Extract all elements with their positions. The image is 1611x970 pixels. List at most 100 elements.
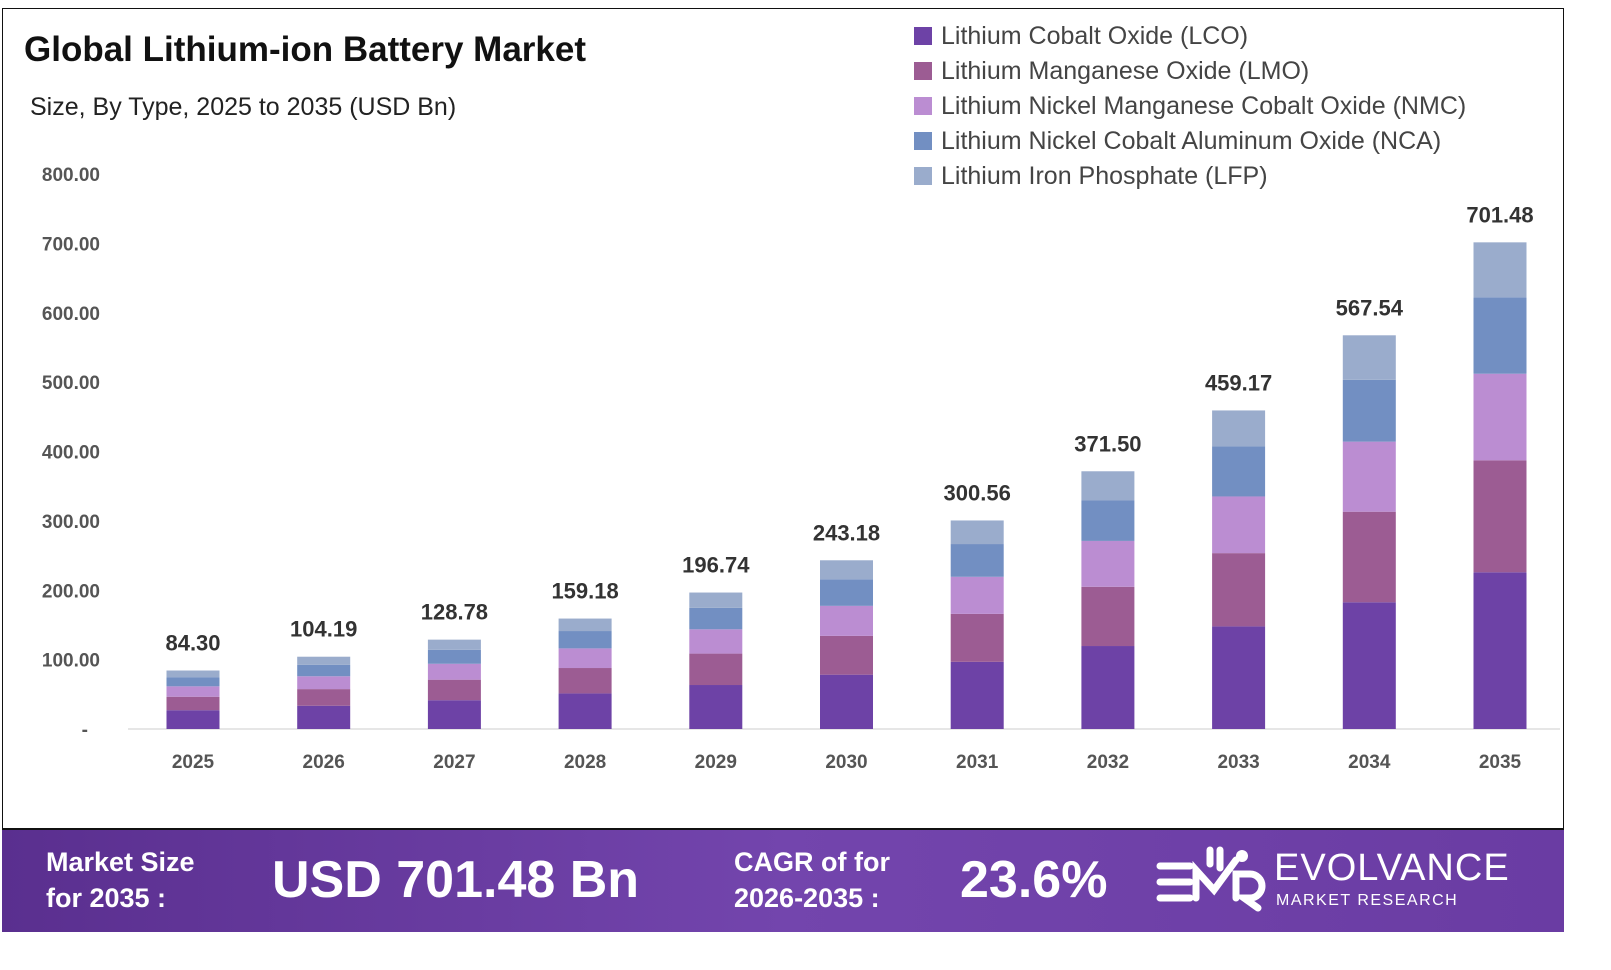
chart-title: Global Lithium-ion Battery Market [24, 30, 586, 69]
bar-segment-lmo [427, 679, 481, 701]
logo-name: EVOLVANCE [1274, 847, 1510, 889]
data-label-total: 567.54 [1336, 295, 1404, 320]
bar-segment-lco [689, 685, 743, 729]
bar-segment-nmc [427, 663, 481, 680]
cagr-value: 23.6% [960, 851, 1108, 909]
data-label-total: 159.18 [551, 579, 618, 604]
bar-segment-nmc [1473, 373, 1527, 461]
bar-segment-nmc [1081, 540, 1135, 587]
bar-segment-lmo [1081, 586, 1135, 647]
market-size-value: USD 701.48 Bn [272, 851, 640, 909]
market-size-label-line2: for 2035 : [46, 883, 167, 913]
y-tick-label: 400.00 [42, 443, 100, 464]
bar-segment-lfp [297, 656, 351, 665]
y-tick-label: 200.00 [42, 581, 100, 602]
bar-segment-lfp [427, 639, 481, 650]
bar-segment-nmc [1212, 496, 1266, 554]
bar-segment-nmc [558, 648, 612, 669]
data-label-total: 300.56 [944, 480, 1011, 505]
bar-segment-lco [820, 674, 873, 729]
x-tick-label: 2028 [564, 752, 606, 773]
bar-segment-nca [820, 579, 873, 606]
legend-item: Lithium Cobalt Oxide (LCO) [914, 18, 1466, 53]
legend-swatch [914, 26, 932, 45]
bar-segment-lfp [950, 520, 1004, 545]
x-tick-label: 2032 [1087, 752, 1129, 773]
cagr-label-line1: CAGR of for [734, 847, 890, 877]
logo-tagline: MARKET RESEARCH [1276, 892, 1459, 909]
legend-label: Lithium Cobalt Oxide (LCO) [941, 21, 1249, 50]
y-tick-label: 300.00 [42, 512, 100, 533]
legend-item: Lithium Manganese Oxide (LMO) [914, 53, 1466, 88]
x-tick-label: 2035 [1479, 752, 1522, 773]
data-label-total: 459.17 [1205, 370, 1272, 395]
data-label-total: 128.78 [421, 600, 488, 625]
legend-label: Lithium Nickel Cobalt Aluminum Oxide (NC… [941, 126, 1442, 155]
legend-swatch [914, 61, 932, 80]
x-tick-label: 2030 [825, 752, 867, 773]
bar-segment-lmo [689, 653, 743, 686]
bar-segment-lco [297, 705, 351, 729]
bar-segment-lco [1473, 572, 1527, 729]
x-tick-label: 2025 [172, 752, 215, 773]
legend-label: Lithium Nickel Manganese Cobalt Oxide (N… [941, 91, 1467, 120]
bar-segment-lco [1212, 626, 1266, 729]
bar-segment-lco [166, 710, 220, 729]
x-tick-label: 2029 [695, 752, 737, 773]
x-tick-label: 2034 [1348, 752, 1391, 773]
legend-swatch [914, 96, 932, 115]
y-tick-label: 100.00 [42, 651, 100, 672]
bar-segment-nca [689, 607, 743, 630]
legend-swatch [914, 166, 932, 185]
bar-segment-lco [1081, 646, 1135, 729]
cagr-label-line2: 2026-2035 : [734, 883, 880, 913]
bar-segment-lmo [297, 689, 351, 706]
bar-segment-lmo [1342, 511, 1396, 603]
bar-segment-nca [558, 631, 612, 649]
bar-segment-nca [297, 664, 351, 677]
data-label-total: 84.30 [165, 631, 220, 656]
bar-segment-lfp [1342, 335, 1396, 380]
legend-item: Lithium Nickel Cobalt Aluminum Oxide (NC… [914, 123, 1466, 158]
legend-label: Lithium Iron Phosphate (LFP) [941, 161, 1268, 190]
bar-segment-nmc [297, 676, 351, 690]
footer-banner: Market Size for 2035 : USD 701.48 Bn CAG… [2, 828, 1564, 932]
x-tick-label: 2031 [956, 752, 999, 773]
x-tick-label: 2027 [433, 752, 475, 773]
bar-segment-nmc [689, 629, 743, 654]
bar-segment-lco [950, 661, 1004, 729]
y-tick-label: 800.00 [42, 165, 100, 186]
legend: Lithium Cobalt Oxide (LCO) Lithium Mangan… [914, 18, 1466, 193]
bar-segment-nmc [166, 686, 220, 697]
bar-segment-lmo [1212, 553, 1266, 627]
bar-segment-lco [558, 693, 612, 729]
y-tick-label: 500.00 [42, 373, 100, 394]
bar-segment-lfp [166, 670, 220, 678]
data-label-total: 701.48 [1466, 202, 1533, 227]
chart-plot: - 100.00 200.00 300.00 400.00 500.00 600.00 700… [42, 165, 1560, 773]
bar-segment-nca [1473, 297, 1527, 374]
legend-item: Lithium Iron Phosphate (LFP) [914, 158, 1466, 193]
legend-swatch [914, 131, 932, 150]
data-label-total: 243.18 [813, 520, 880, 545]
chart-frame [2, 8, 1564, 932]
x-tick-label: 2026 [303, 752, 345, 773]
bar-segment-nmc [950, 576, 1004, 614]
bar-segment-lco [427, 700, 481, 729]
bar-segment-lfp [1212, 410, 1266, 447]
bar-segment-lmo [820, 635, 873, 675]
bar-segment-nca [427, 649, 481, 664]
emr-logo-icon [1156, 846, 1266, 912]
y-tick-label: 700.00 [42, 234, 100, 255]
y-tick-label: - [82, 720, 88, 741]
legend-label: Lithium Manganese Oxide (LMO) [941, 56, 1310, 85]
bar-segment-nca [1081, 500, 1135, 541]
bar-segment-nmc [820, 605, 873, 636]
bar-segment-lfp [1473, 242, 1527, 298]
data-label-total: 371.50 [1074, 431, 1141, 456]
x-tick-label: 2033 [1217, 752, 1259, 773]
bar-segment-lfp [689, 592, 743, 608]
bar-segment-lmo [166, 696, 220, 711]
bar-segment-lmo [950, 613, 1004, 662]
bar-segment-lmo [558, 668, 612, 694]
